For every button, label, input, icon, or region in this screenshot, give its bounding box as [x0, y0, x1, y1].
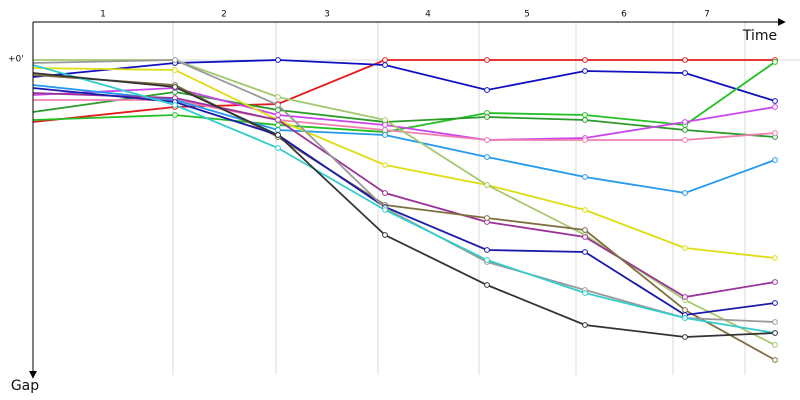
point-marker — [682, 294, 688, 300]
point-marker — [382, 162, 388, 168]
point-marker — [682, 70, 688, 76]
point-marker — [682, 245, 688, 251]
x-tick-label: 7 — [704, 10, 710, 20]
point-marker — [484, 215, 490, 221]
point-marker — [772, 300, 778, 306]
series-line — [32, 92, 776, 298]
point-marker — [582, 249, 588, 255]
point-marker — [682, 137, 688, 143]
point-marker — [382, 57, 388, 63]
point-marker — [172, 102, 178, 108]
point-marker — [682, 127, 688, 133]
point-marker — [582, 234, 588, 240]
point-marker — [275, 112, 281, 118]
point-marker — [682, 315, 688, 321]
point-marker — [172, 112, 178, 118]
point-marker — [484, 182, 490, 188]
y-tick-label: +0' — [8, 55, 24, 65]
point-marker — [772, 357, 778, 363]
point-marker — [382, 132, 388, 138]
point-marker — [275, 122, 281, 128]
x-tick-label: 6 — [621, 10, 627, 20]
y-axis-label: Gap — [11, 378, 39, 394]
point-marker — [772, 130, 778, 136]
point-marker — [582, 207, 588, 213]
point-marker — [484, 154, 490, 160]
point-marker — [772, 104, 778, 110]
point-marker — [275, 132, 281, 138]
x-tick-label: 3 — [324, 10, 330, 20]
series-line — [32, 61, 776, 133]
point-marker — [382, 62, 388, 68]
point-marker — [172, 57, 178, 63]
point-marker — [275, 117, 281, 123]
point-marker — [682, 334, 688, 340]
series-line — [32, 74, 776, 361]
x-tick-label: 5 — [524, 10, 530, 20]
series-line — [32, 72, 776, 338]
series-line — [32, 59, 775, 123]
x-tick-label: 4 — [425, 10, 431, 20]
point-marker — [582, 290, 588, 296]
series-line — [32, 64, 776, 334]
point-marker — [772, 330, 778, 336]
point-marker — [275, 107, 281, 113]
series-line — [33, 99, 776, 141]
series-line — [32, 87, 776, 141]
point-marker — [582, 322, 588, 328]
x-tick-label: 2 — [221, 10, 227, 20]
series-line — [32, 87, 776, 316]
point-marker — [275, 102, 281, 108]
series-line — [33, 59, 776, 346]
point-marker — [682, 57, 688, 63]
series-line — [32, 67, 776, 259]
point-marker — [382, 190, 388, 196]
point-marker — [582, 137, 588, 143]
series-line — [32, 59, 776, 102]
point-marker — [682, 307, 688, 313]
point-marker — [382, 117, 388, 123]
point-marker — [275, 94, 281, 100]
point-marker — [484, 57, 490, 63]
point-marker — [582, 68, 588, 74]
point-marker — [772, 342, 778, 348]
point-marker — [772, 279, 778, 285]
x-tick-label: 1 — [100, 10, 106, 20]
plot-area — [32, 57, 778, 363]
point-marker — [582, 227, 588, 233]
point-marker — [382, 122, 388, 128]
point-marker — [772, 59, 778, 65]
point-marker — [275, 145, 281, 151]
point-marker — [772, 319, 778, 325]
point-marker — [682, 119, 688, 125]
point-marker — [172, 84, 178, 90]
point-marker — [772, 157, 778, 163]
point-marker — [484, 137, 490, 143]
point-marker — [172, 67, 178, 73]
point-marker — [772, 255, 778, 261]
point-marker — [382, 127, 388, 133]
point-marker — [582, 57, 588, 63]
point-marker — [484, 114, 490, 120]
point-marker — [772, 98, 778, 104]
point-marker — [682, 190, 688, 196]
series-line — [32, 84, 776, 194]
point-marker — [275, 57, 281, 63]
point-marker — [582, 112, 588, 118]
x-axis-label: Time — [742, 28, 777, 44]
point-marker — [582, 117, 588, 123]
point-marker — [382, 207, 388, 213]
point-marker — [484, 257, 490, 263]
point-marker — [382, 232, 388, 238]
point-marker — [582, 174, 588, 180]
point-marker — [484, 247, 490, 253]
point-marker — [484, 87, 490, 93]
point-marker — [484, 282, 490, 288]
point-marker — [275, 127, 281, 133]
